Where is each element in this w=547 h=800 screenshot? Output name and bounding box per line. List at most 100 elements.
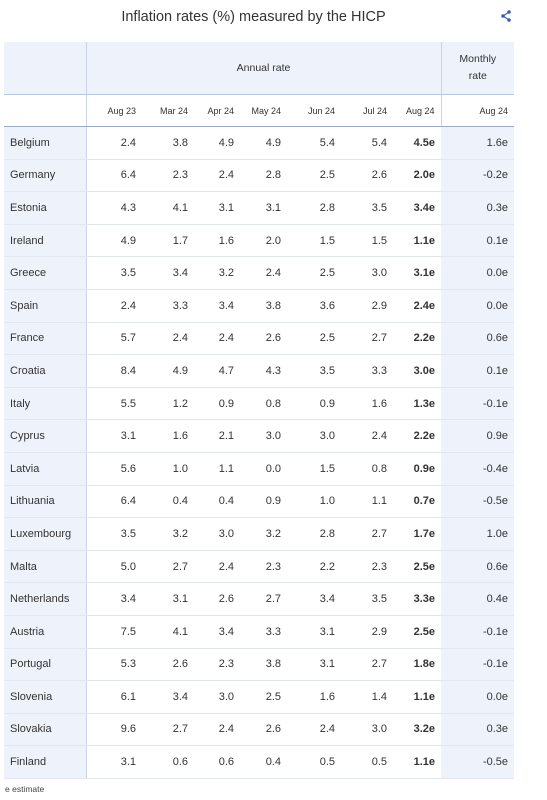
latest-annual-cell: 1.3e — [393, 387, 442, 421]
monthly-rate-cell: 0.3e — [441, 191, 515, 225]
annual-rate-cell: 0.8 — [240, 387, 287, 421]
table-row: Malta 5.0 2.7 2.4 2.3 2.2 2.3 2.5e 0.6e — [4, 550, 515, 584]
latest-annual-cell: 2.4e — [393, 289, 442, 323]
annual-rate-cell: 2.3 — [240, 550, 287, 584]
annual-rate-cell: 3.5 — [86, 517, 142, 551]
country-name: Ireland — [4, 224, 87, 258]
annual-rate-cell: 2.3 — [194, 648, 240, 682]
annual-rate-cell: 3.8 — [240, 289, 287, 323]
annual-rate-cell: 2.7 — [240, 582, 287, 616]
latest-annual-cell: 0.7e — [393, 485, 442, 519]
annual-rate-cell: 6.1 — [86, 680, 142, 714]
annual-rate-cell: 3.0 — [341, 713, 393, 747]
monthly-rate-cell: -0.4e — [441, 452, 515, 486]
annual-rate-cell: 3.4 — [194, 615, 240, 649]
table-row: Italy 5.5 1.2 0.9 0.8 0.9 1.6 1.3e -0.1e — [4, 387, 515, 421]
annual-rate-cell: 2.7 — [341, 648, 393, 682]
annual-rate-cell: 2.4 — [194, 713, 240, 747]
latest-annual-cell: 2.5e — [393, 550, 442, 584]
monthly-rate-cell: 1.0e — [441, 517, 515, 551]
annual-rate-cell: 1.5 — [341, 224, 393, 258]
annual-rate-cell: 2.7 — [341, 517, 393, 551]
annual-rate-cell: 3.5 — [287, 354, 341, 388]
annual-rate-cell: 3.4 — [194, 289, 240, 323]
share-icon[interactable] — [499, 8, 513, 24]
monthly-rate-cell: 0.9e — [441, 419, 515, 453]
annual-rate-cell: 2.4 — [86, 289, 142, 323]
annual-rate-cell: 2.4 — [194, 322, 240, 356]
annual-rate-cell: 1.6 — [142, 419, 194, 453]
annual-rate-cell: 5.3 — [86, 648, 142, 682]
monthly-label-line1: Monthly — [459, 53, 497, 65]
annual-rate-cell: 2.6 — [194, 582, 240, 616]
annual-rate-cell: 2.9 — [341, 615, 393, 649]
annual-rate-cell: 1.1 — [194, 452, 240, 486]
table-row: Cyprus 3.1 1.6 2.1 3.0 3.0 2.4 2.2e 0.9e — [4, 419, 515, 453]
table-row: Finland 3.1 0.6 0.6 0.4 0.5 0.5 1.1e -0.5e — [4, 745, 515, 779]
annual-rate-cell: 3.0 — [194, 517, 240, 551]
country-name: Luxembourg — [4, 517, 87, 551]
table-row: Luxembourg 3.5 3.2 3.0 3.2 2.8 2.7 1.7e 1.0e — [4, 517, 515, 551]
table-row: Spain 2.4 3.3 3.4 3.8 3.6 2.9 2.4e 0.0e — [4, 289, 515, 323]
annual-rate-cell: 0.9 — [194, 387, 240, 421]
annual-rate-cell: 5.7 — [86, 322, 142, 356]
table-row: Slovakia 9.6 2.7 2.4 2.6 2.4 3.0 3.2e 0.3e — [4, 713, 515, 747]
monthly-rate-cell: 1.6e — [441, 126, 515, 160]
latest-annual-cell: 2.5e — [393, 615, 442, 649]
annual-rate-cell: 3.8 — [240, 648, 287, 682]
annual-rate-cell: 5.4 — [341, 126, 393, 160]
annual-rate-cell: 3.5 — [341, 191, 393, 225]
country-name: Slovakia — [4, 713, 87, 747]
annual-rate-cell: 3.3 — [142, 289, 194, 323]
table-row: Germany 6.4 2.3 2.4 2.8 2.5 2.6 2.0e -0.2e — [4, 159, 515, 193]
annual-rate-cell: 3.0 — [240, 419, 287, 453]
monthly-rate-cell: -0.1e — [441, 648, 515, 682]
table-row: Latvia 5.6 1.0 1.1 0.0 1.5 0.8 0.9e -0.4e — [4, 452, 515, 486]
annual-rate-cell: 1.1 — [341, 485, 393, 519]
annual-rate-cell: 2.3 — [341, 550, 393, 584]
annual-rate-cell: 3.0 — [287, 419, 341, 453]
country-name: France — [4, 322, 87, 356]
country-name: Malta — [4, 550, 87, 584]
header-row-groups: Annual rate Monthly rate — [4, 42, 515, 95]
table-row: Portugal 5.3 2.6 2.3 3.8 3.1 2.7 1.8e -0.1e — [4, 648, 515, 682]
col-header-monthly: Aug 24 — [440, 94, 515, 127]
table-row: Greece 3.5 3.4 3.2 2.4 2.5 3.0 3.1e 0.0e — [4, 256, 515, 290]
annual-rate-cell: 2.5 — [287, 256, 341, 290]
country-name: Cyprus — [4, 419, 87, 453]
annual-rate-cell: 4.7 — [194, 354, 240, 388]
annual-rate-cell: 0.6 — [142, 745, 194, 779]
annual-rate-cell: 2.5 — [287, 322, 341, 356]
annual-rate-cell: 3.1 — [142, 582, 194, 616]
table-row: Croatia 8.4 4.9 4.7 4.3 3.5 3.3 3.0e 0.1e — [4, 354, 515, 388]
annual-rate-cell: 5.4 — [287, 126, 341, 160]
annual-rate-cell: 5.0 — [86, 550, 142, 584]
col-header: Aug 23 — [86, 94, 142, 127]
header-corner-2 — [4, 94, 87, 127]
annual-rate-cell: 1.5 — [287, 452, 341, 486]
col-header: May 24 — [240, 94, 287, 127]
annual-rate-cell: 3.4 — [287, 582, 341, 616]
country-name: Austria — [4, 615, 87, 649]
table-row: Ireland 4.9 1.7 1.6 2.0 1.5 1.5 1.1e 0.1e — [4, 224, 515, 258]
annual-rate-cell: 2.4 — [86, 126, 142, 160]
annual-rate-cell: 0.6 — [194, 745, 240, 779]
annual-rate-cell: 1.2 — [142, 387, 194, 421]
annual-rate-cell: 4.9 — [240, 126, 287, 160]
annual-rate-cell: 1.5 — [287, 224, 341, 258]
latest-annual-cell: 3.3e — [393, 582, 442, 616]
annual-rate-cell: 4.9 — [194, 126, 240, 160]
annual-rate-cell: 3.0 — [341, 256, 393, 290]
country-name: Portugal — [4, 648, 87, 682]
annual-rate-cell: 3.4 — [86, 582, 142, 616]
country-name: Belgium — [4, 126, 87, 160]
annual-rate-cell: 2.5 — [240, 680, 287, 714]
country-name: Estonia — [4, 191, 87, 225]
country-name: Slovenia — [4, 680, 87, 714]
annual-rate-cell: 0.9 — [240, 485, 287, 519]
table-row: Belgium 2.4 3.8 4.9 4.9 5.4 5.4 4.5e 1.6e — [4, 126, 515, 160]
annual-rate-cell: 2.2 — [287, 550, 341, 584]
country-name: Italy — [4, 387, 87, 421]
annual-rate-cell: 2.4 — [194, 159, 240, 193]
country-name: Finland — [4, 745, 87, 779]
